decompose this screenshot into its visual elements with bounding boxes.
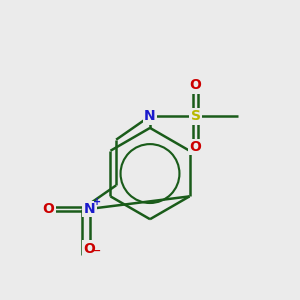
Text: S: S (190, 109, 201, 123)
Text: N: N (84, 202, 95, 216)
Text: O: O (190, 140, 202, 154)
Text: O: O (190, 78, 202, 92)
Text: +: + (93, 196, 101, 206)
Text: O: O (84, 242, 96, 256)
Text: O: O (43, 202, 54, 216)
Text: N: N (144, 109, 156, 123)
Text: −: − (93, 246, 101, 256)
